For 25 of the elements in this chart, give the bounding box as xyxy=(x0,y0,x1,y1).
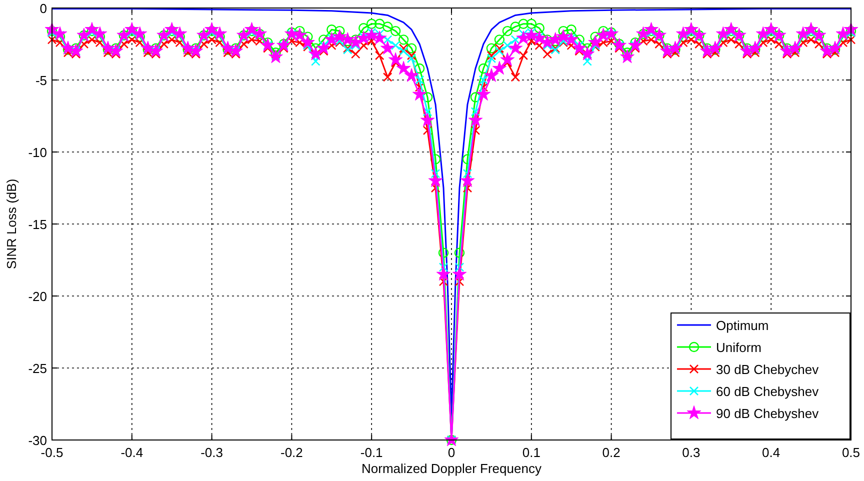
y-tick-label: -30 xyxy=(28,433,47,448)
x-tick-label: 0.5 xyxy=(842,445,860,460)
x-tick-label: 0.2 xyxy=(602,445,620,460)
x-tick-label: 0.4 xyxy=(762,445,780,460)
y-tick-label: -15 xyxy=(28,217,47,232)
x-tick-label: -0.2 xyxy=(280,445,303,460)
y-tick-label: -25 xyxy=(28,361,47,376)
legend-label: 60 dB Chebyshev xyxy=(716,384,820,399)
y-tick-label: -5 xyxy=(35,73,47,88)
legend-label: 30 dB Chebychev xyxy=(716,362,820,377)
legend-label: 90 dB Chebyshev xyxy=(716,406,820,421)
x-tick-label: -0.4 xyxy=(120,445,144,460)
y-tick-label: -10 xyxy=(28,145,47,160)
x-tick-label: -0.5 xyxy=(40,445,64,460)
x-tick-label: 0 xyxy=(448,445,456,460)
y-tick-label: 0 xyxy=(40,1,47,16)
legend-label: Optimum xyxy=(716,318,769,333)
legend-label: Uniform xyxy=(716,340,762,355)
x-tick-label: 0.3 xyxy=(682,445,700,460)
y-tick-label: -20 xyxy=(28,289,47,304)
x-axis-title: Normalized Doppler Frequency xyxy=(362,461,542,476)
y-axis-title: SINR Loss (dB) xyxy=(4,178,19,270)
x-tick-label: 0.1 xyxy=(522,445,540,460)
x-tick-label: -0.3 xyxy=(200,445,224,460)
x-tick-label: -0.1 xyxy=(360,445,383,460)
